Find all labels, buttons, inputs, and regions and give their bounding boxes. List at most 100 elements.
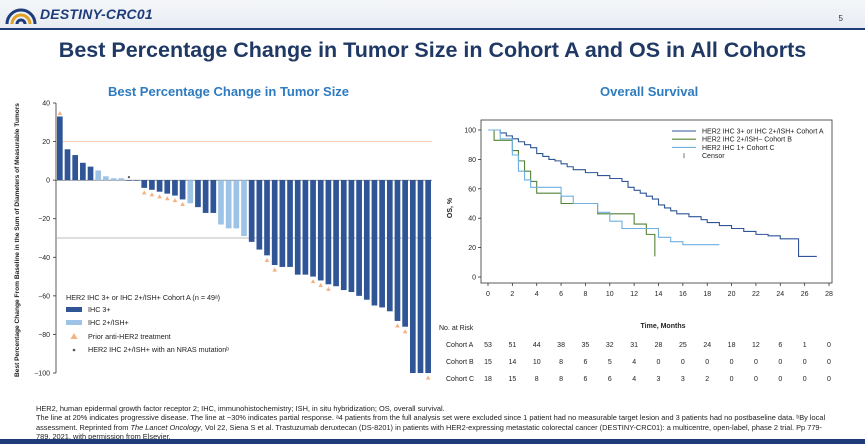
nras-mutation-marker: [127, 176, 130, 179]
waterfall-bar: [202, 180, 209, 213]
at-risk-value: 8: [559, 376, 563, 383]
waterfall-bar: [417, 180, 424, 373]
waterfall-bar: [87, 166, 94, 181]
prior-anti-her2-marker: [395, 323, 400, 328]
waterfall-bar: [80, 162, 86, 181]
os-curve: [488, 129, 656, 257]
footnote-notes-text: The line at 20% indicates progressive di…: [36, 413, 826, 432]
at-risk-value: 0: [827, 359, 831, 366]
os-x-tick-label: 2: [510, 291, 514, 298]
waterfall-bar: [233, 180, 240, 229]
at-risk-header: No. at Risk: [439, 325, 474, 332]
waterfall-bar: [225, 180, 232, 229]
waterfall-y-tick-label: −60: [38, 293, 50, 300]
legend-label-prior: Prior anti-HER2 treatment: [88, 332, 171, 341]
os-x-tick-label: 24: [776, 291, 784, 298]
waterfall-bars: [56, 116, 432, 373]
prior-anti-her2-marker: [264, 257, 270, 262]
waterfall-bar: [64, 149, 71, 181]
os-y-axis-label: OS, %: [447, 197, 454, 218]
at-risk-value: 31: [630, 342, 638, 349]
waterfall-bar: [287, 180, 293, 267]
os-x-tick-label: 20: [728, 291, 736, 298]
header-bar: DESTINY-CRC01 5: [0, 0, 865, 32]
waterfall-bar: [279, 180, 286, 267]
waterfall-bar: [256, 180, 263, 250]
at-risk-row-label: Cohort C: [446, 376, 474, 383]
waterfall-bar: [149, 180, 155, 190]
prior-anti-her2-marker: [402, 329, 408, 334]
os-y-tick-label: 20: [468, 245, 476, 252]
os-x-tick-label: 0: [486, 291, 490, 298]
os-legend-label: HER2 IHC 3+ or IHC 2+/ISH+ Cohort A: [702, 129, 824, 136]
prior-anti-her2-marker: [326, 286, 331, 291]
at-risk-value: 8: [535, 376, 539, 383]
at-risk-value: 18: [484, 376, 492, 383]
waterfall-bar: [294, 180, 301, 275]
slide-title: Best Percentage Change in Tumor Size in …: [58, 38, 807, 62]
footer-bar: [0, 439, 865, 444]
waterfall-bar: [356, 180, 362, 296]
waterfall-bar: [72, 155, 79, 181]
at-risk-value: 0: [705, 359, 709, 366]
waterfall-y-tick-label: −40: [38, 255, 50, 262]
waterfall-bar: [348, 180, 355, 292]
os-curves: [488, 129, 817, 257]
waterfall-bar: [409, 180, 416, 373]
at-risk-value: 3: [681, 376, 685, 383]
at-risk-value: 0: [803, 376, 807, 383]
prior-anti-her2-marker: [180, 201, 185, 207]
waterfall-bar: [187, 180, 194, 204]
at-risk-value: 0: [778, 359, 782, 366]
at-risk-value: 38: [557, 342, 565, 349]
at-risk-value: 2: [705, 376, 709, 383]
os-y-tick-label: 80: [468, 157, 476, 164]
prior-anti-her2-marker: [425, 375, 431, 380]
at-risk-value: 0: [730, 376, 734, 383]
page-number: 5: [838, 14, 843, 23]
legend-dot-icon: [72, 348, 76, 352]
waterfall-bar: [425, 180, 432, 373]
at-risk-value: 3: [657, 376, 661, 383]
os-x-tick-label: 4: [535, 291, 539, 298]
waterfall-bar: [241, 180, 247, 237]
waterfall-bar: [172, 180, 178, 196]
waterfall-bar: [325, 180, 332, 285]
os-legend: HER2 IHC 3+ or IHC 2+/ISH+ Cohort AHER2 …: [672, 129, 824, 160]
waterfall-bar: [95, 170, 102, 181]
at-risk-value: 0: [754, 376, 758, 383]
at-risk-value: 15: [508, 376, 516, 383]
waterfall-bar: [103, 176, 109, 181]
waterfall-bar: [363, 180, 370, 300]
os-x-tick-label: 12: [630, 291, 638, 298]
at-risk-value: 0: [730, 359, 734, 366]
at-risk-value: 0: [803, 359, 807, 366]
waterfall-bar: [379, 180, 385, 308]
waterfall-bar: [402, 180, 408, 327]
prior-anti-her2-marker: [157, 194, 162, 199]
at-risk-value: 6: [608, 376, 612, 383]
legend-triangle-icon: [70, 333, 78, 339]
at-risk-value: 10: [533, 359, 541, 366]
os-legend-label: HER2 IHC 2+/ISH− Cohort B: [702, 137, 792, 144]
waterfall-bar: [195, 180, 201, 208]
waterfall-y-tick-label: 20: [42, 139, 50, 146]
os-x-tick-label: 14: [655, 291, 663, 298]
waterfall-bar: [317, 180, 324, 281]
waterfall-panel-title: Best Percentage Change in Tumor Size: [108, 84, 350, 99]
at-risk-row-label: Cohort B: [446, 359, 474, 366]
os-x-tick-label: 8: [583, 291, 587, 298]
os-curve: [488, 129, 720, 246]
waterfall-bar: [302, 180, 309, 275]
legend-label-ihc2: IHC 2+/ISH+: [88, 318, 129, 327]
at-risk-value: 51: [508, 342, 516, 349]
os-legend-label: Censor: [702, 153, 725, 160]
waterfall-y-tick-label: 0: [46, 178, 50, 185]
at-risk-value: 25: [679, 342, 687, 349]
footnote-abbreviations: HER2, human epidermal growth factor rece…: [36, 404, 445, 413]
study-name: DESTINY-CRC01: [40, 6, 153, 22]
